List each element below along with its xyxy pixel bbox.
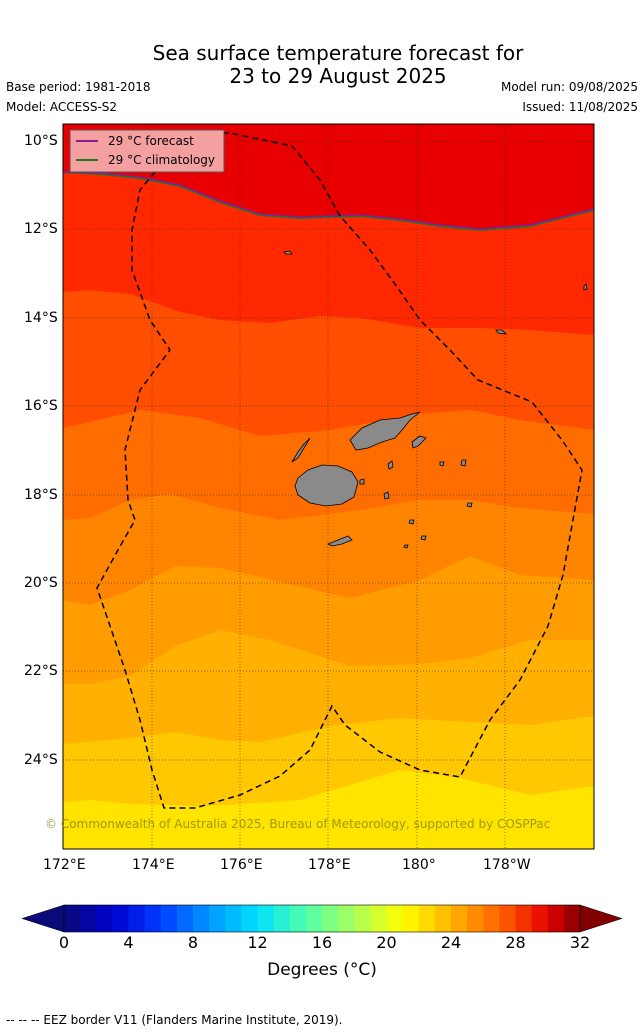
land-masses [283,250,588,549]
colorbar-underflow-arrow [21,904,65,933]
colorbar [21,904,623,933]
island-lau-c [408,519,415,525]
colorbar-segment [467,905,484,932]
colorbar-segment [499,905,516,932]
island-vanua-levu [349,411,421,451]
colorbar-tick-label: 24 [440,933,462,952]
climatology-29c-contour [63,171,594,232]
title-line-1: Sea surface temperature forecast for [152,41,524,65]
island-viti-levu [294,464,359,507]
eez-footnote: -- -- -- EEZ border V11 (Flanders Marine… [6,1013,343,1027]
colorbar-tick-label: 16 [311,933,333,952]
colorbar-segment [483,905,500,932]
legend-forecast-label: 29 °C forecast [108,134,194,148]
issued-date: Issued: 11/08/2025 [522,100,638,114]
lat-label: 12°S [24,221,58,237]
island-koro [383,491,390,500]
colorbar-segment [209,905,226,932]
colorbar-frame [63,904,581,933]
colorbar-segment [354,905,371,932]
colorbar-segment [112,905,129,932]
island-kadavu [327,535,353,547]
eez-border [96,132,583,809]
island-lau-a [460,459,467,467]
map-legend: 29 °C forecast 29 °C climatology [69,129,225,173]
colorbar-segment [322,905,339,932]
colorbar-segment [273,905,291,932]
graticule [63,124,594,849]
colorbar-segment [193,905,210,932]
colorbar-tick-label: 20 [376,933,397,952]
lon-label: 174°E [132,857,175,873]
lat-label: 24°S [24,752,58,768]
colorbar-segment [64,905,81,932]
lon-label: 176°E [220,857,263,873]
colorbar-tick-label: 0 [58,933,70,952]
model-name: Model: ACCESS-S2 [6,100,118,114]
colorbar-segment [160,905,178,932]
colorbar-segment [176,905,194,932]
island-reef-a [495,329,508,335]
colorbar-segment [531,905,549,932]
base-period: Base period: 1981-2018 [6,80,151,94]
colorbar-segment [96,905,113,932]
island-taveuni [411,435,427,449]
colorbar-tick-label: 12 [247,933,268,952]
lat-label: 18°S [24,487,58,503]
lat-label: 14°S [24,310,58,326]
lat-label: 16°S [24,398,58,414]
colorbar-tick-label: 28 [505,933,526,952]
model-run: Model run: 09/08/2025 [500,80,638,94]
island-lau-g [403,544,409,549]
lon-label: 178°E [308,857,351,873]
colorbar-overflow-arrow [579,904,623,933]
colorbar-tick-label: 8 [187,933,199,952]
island-lau-f [359,478,365,485]
colorbar-segment [80,905,97,932]
colorbar-segment [225,905,242,932]
colorbar-segment [515,905,533,932]
island-reef-b [583,283,588,291]
colorbar-tick-label: 32 [569,933,591,952]
lon-label: 180° [402,857,436,873]
colorbar-segment [386,905,404,932]
colorbar-segment [451,905,468,932]
colorbar-segment [305,905,323,932]
temperature-map [63,124,594,849]
colorbar-segment [257,905,275,932]
island-ovalau [387,460,394,470]
island-lau-b [439,461,445,467]
colorbar-segment [128,905,146,932]
colorbar-segment [563,905,581,932]
colorbar-segment [434,905,452,932]
lat-label: 10°S [24,133,58,149]
lat-label: 22°S [24,663,58,679]
title-line-2: 23 to 29 August 2025 [229,64,447,88]
colorbar-segment [547,905,565,932]
island-lau-d [466,502,473,508]
colorbar-segment [289,905,307,932]
colorbar-segment [338,905,355,932]
map-frame [62,123,595,850]
colorbar-tick-label: 4 [123,933,134,952]
island-yasawa [291,437,311,463]
colorbar-segment [402,905,420,932]
lon-label: 178°W [483,857,531,873]
lon-label: 172°E [43,857,86,873]
colorbar-segment [370,905,387,932]
colorbar-segment [144,905,162,932]
lat-label: 20°S [24,575,58,591]
colorbar-segment [418,905,436,932]
forecast-29c-contour [63,171,594,230]
colorbar-label: Degrees (°C) [267,960,377,980]
island-lau-e [420,535,427,541]
legend-climatology-label: 29 °C climatology [108,153,215,167]
colorbar-segment [241,905,258,932]
island-rotuma [283,250,293,255]
copyright-notice: © Commonwealth of Australia 2025, Bureau… [45,817,550,831]
